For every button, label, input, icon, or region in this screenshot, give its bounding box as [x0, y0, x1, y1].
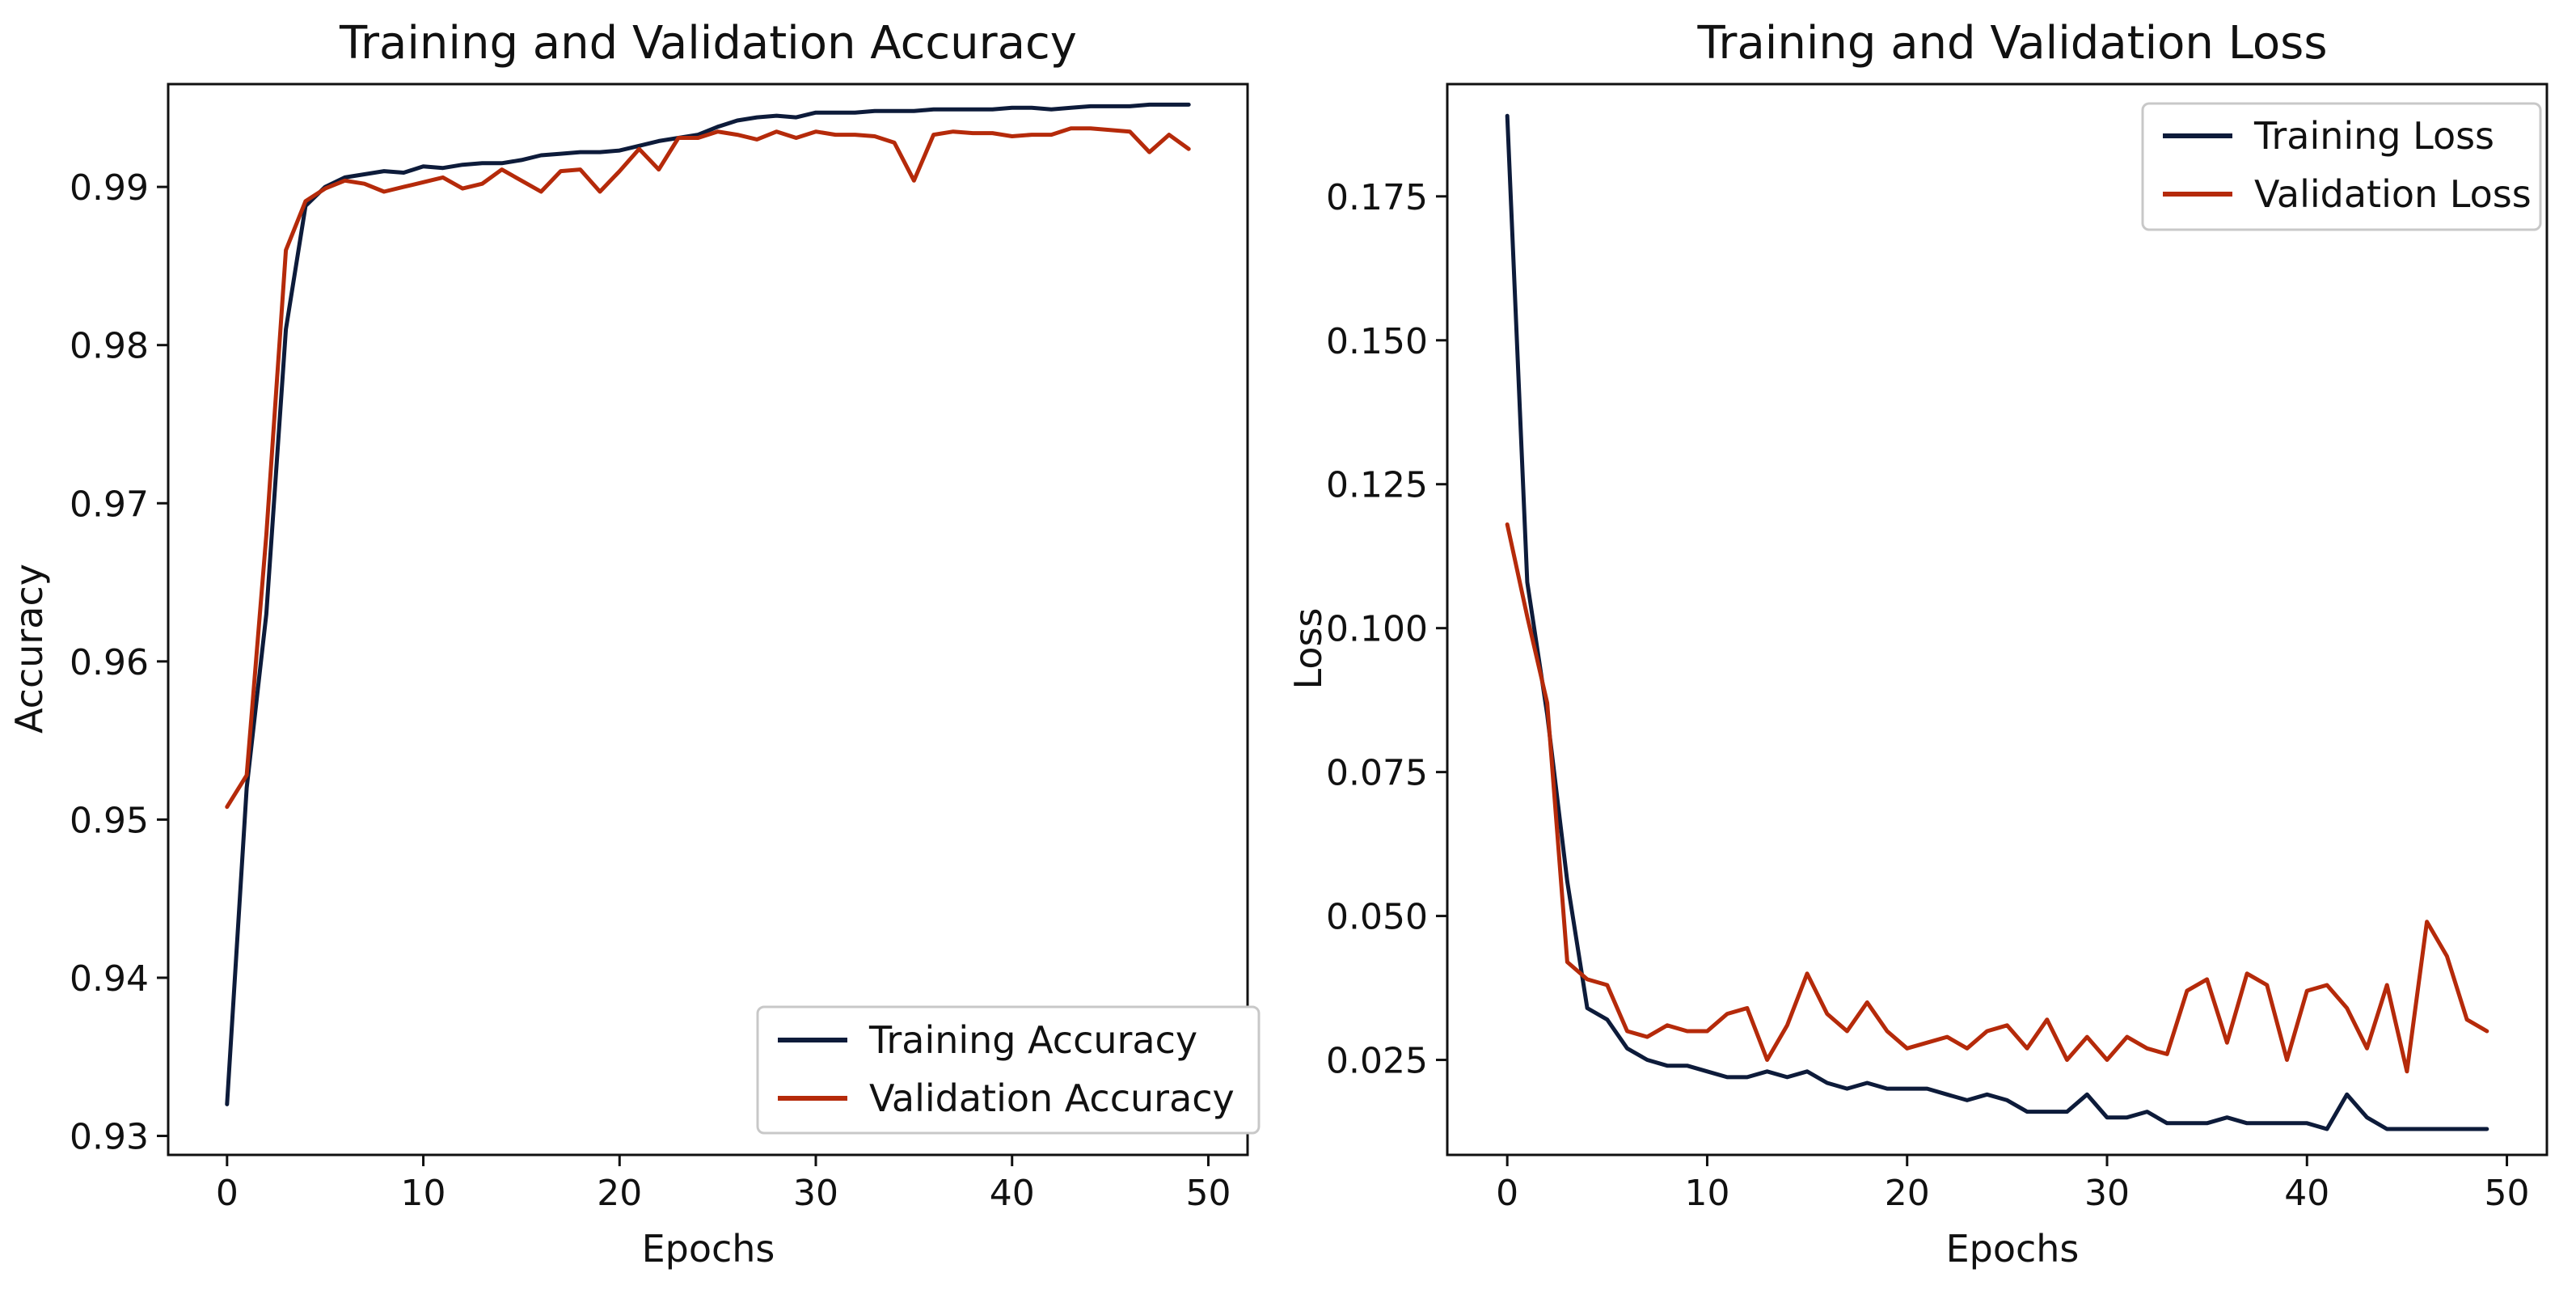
loss-x-tick-label: 10 — [1684, 1173, 1729, 1214]
accuracy-series-validation-accuracy — [225, 126, 1191, 810]
loss-y-tick-label: 0.100 — [1326, 609, 1428, 650]
accuracy-y-tick-label: 0.93 — [70, 1117, 149, 1158]
accuracy-y-tick-label: 0.95 — [70, 800, 149, 841]
loss-y-tick-label: 0.075 — [1326, 753, 1428, 794]
accuracy-x-tick-label: 30 — [793, 1173, 838, 1214]
accuracy-x-tick-label: 20 — [597, 1173, 642, 1214]
accuracy-chart: Training and Validation Accuracy Epochs … — [7, 17, 1261, 1271]
loss-x-tick-label: 50 — [2485, 1173, 2530, 1214]
legend-label-training-loss: Training Loss — [2253, 114, 2494, 158]
legend-label-validation-accuracy: Validation Accuracy — [869, 1076, 1235, 1120]
accuracy-legend: Training Accuracy Validation Accuracy — [756, 1005, 1261, 1135]
accuracy-series-training-accuracy — [225, 102, 1191, 1106]
loss-chart-title: Training and Validation Loss — [1696, 17, 2327, 70]
legend-label-validation-loss: Validation Loss — [2254, 172, 2532, 216]
loss-chart: Training and Validation Loss Epochs Loss… — [1286, 17, 2549, 1271]
loss-y-tick-label: 0.125 — [1326, 465, 1428, 506]
accuracy-x-tick-label: 10 — [401, 1173, 446, 1214]
loss-legend-box — [2141, 102, 2542, 231]
accuracy-y-tick-label: 0.96 — [70, 642, 149, 683]
legend-label-training-accuracy: Training Accuracy — [868, 1018, 1197, 1062]
accuracy-y-tick-label: 0.98 — [70, 326, 149, 367]
accuracy-legend-box — [756, 1005, 1261, 1135]
loss-series-training-loss — [1505, 113, 2489, 1131]
loss-x-tick-label: 30 — [2084, 1173, 2130, 1214]
loss-x-axis-label: Epochs — [1946, 1227, 2080, 1271]
accuracy-plot-frame — [167, 82, 1249, 1157]
loss-legend: Training Loss Validation Loss — [2141, 102, 2542, 231]
loss-y-axis-label: Loss — [1286, 608, 1330, 690]
accuracy-y-tick-label: 0.99 — [70, 167, 149, 209]
accuracy-plot-area: 0 10 20 30 40 50 0.93 0.94 0.95 0.96 0.97 0.98 0.99 — [70, 82, 1249, 1214]
accuracy-x-tick-label: 0 — [216, 1173, 239, 1214]
loss-x-tick-label: 0 — [1496, 1173, 1518, 1214]
accuracy-x-tick-label: 40 — [990, 1173, 1035, 1214]
accuracy-y-tick-label: 0.94 — [70, 958, 149, 1000]
loss-series-validation-loss — [1505, 522, 2489, 1074]
loss-y-tick-label: 0.150 — [1326, 321, 1428, 362]
loss-y-tick-label: 0.175 — [1326, 177, 1428, 218]
accuracy-x-axis-label: Epochs — [642, 1227, 775, 1271]
loss-y-tick-label: 0.050 — [1326, 897, 1428, 938]
accuracy-x-tick-label: 50 — [1185, 1173, 1231, 1214]
loss-plot-frame — [1446, 82, 2549, 1157]
accuracy-chart-title: Training and Validation Accuracy — [339, 17, 1077, 70]
loss-y-tick-label: 0.025 — [1326, 1041, 1428, 1082]
loss-plot-area: 0 10 20 30 40 50 0.025 0.050 0.075 0.100 0.125 0.15… — [1326, 82, 2549, 1214]
loss-x-tick-label: 40 — [2284, 1173, 2329, 1214]
accuracy-y-axis-label: Accuracy — [7, 564, 51, 734]
accuracy-y-tick-label: 0.97 — [70, 484, 149, 525]
loss-x-tick-label: 20 — [1885, 1173, 1930, 1214]
